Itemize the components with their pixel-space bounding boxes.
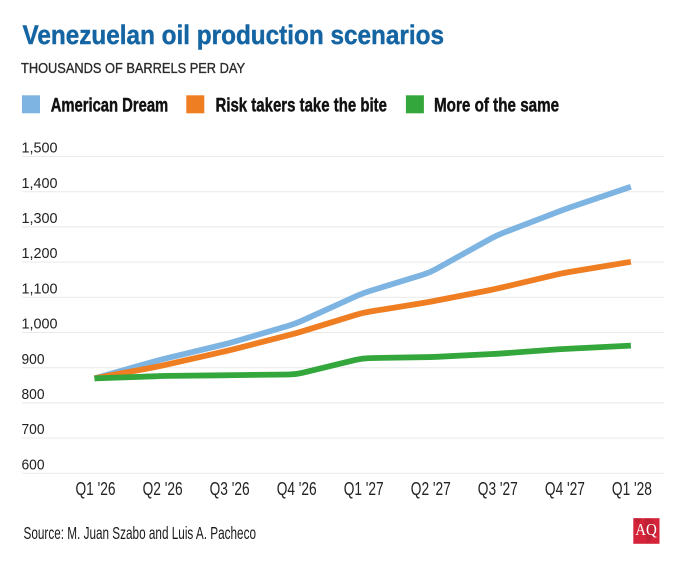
- svg-text:1,000: 1,000: [22, 316, 58, 333]
- svg-text:Venezuelan oil production scen: Venezuelan oil production scenarios: [23, 20, 445, 50]
- svg-text:AQ: AQ: [635, 520, 657, 539]
- svg-text:THOUSANDS OF BARRELS PER DAY: THOUSANDS OF BARRELS PER DAY: [21, 60, 245, 77]
- svg-text:Source: M. Juan Szabo and Luis: Source: M. Juan Szabo and Luis A. Pachec…: [24, 523, 257, 543]
- svg-text:American Dream: American Dream: [51, 95, 169, 117]
- svg-text:1,500: 1,500: [22, 140, 58, 157]
- svg-text:800: 800: [22, 386, 45, 403]
- svg-text:1,400: 1,400: [22, 175, 58, 192]
- svg-text:900: 900: [22, 351, 45, 368]
- svg-text:Q3 '27: Q3 '27: [478, 479, 518, 499]
- svg-text:More of the same: More of the same: [434, 95, 559, 117]
- svg-text:600: 600: [22, 456, 45, 473]
- svg-text:1,200: 1,200: [22, 245, 58, 262]
- svg-text:1,300: 1,300: [22, 210, 58, 227]
- svg-text:Q2 '27: Q2 '27: [411, 479, 451, 499]
- svg-text:Q1 '28: Q1 '28: [612, 479, 652, 499]
- svg-text:Q1 '27: Q1 '27: [344, 479, 384, 499]
- svg-text:Q4 '26: Q4 '26: [277, 479, 317, 499]
- svg-text:1,100: 1,100: [22, 280, 58, 297]
- svg-text:Q4 '27: Q4 '27: [545, 479, 585, 499]
- svg-text:Q2 '26: Q2 '26: [143, 479, 183, 499]
- svg-text:Q3 '26: Q3 '26: [210, 479, 250, 499]
- svg-text:700: 700: [22, 421, 45, 438]
- svg-text:Risk takers take the bite: Risk takers take the bite: [216, 95, 388, 117]
- svg-text:Q1 '26: Q1 '26: [76, 479, 116, 499]
